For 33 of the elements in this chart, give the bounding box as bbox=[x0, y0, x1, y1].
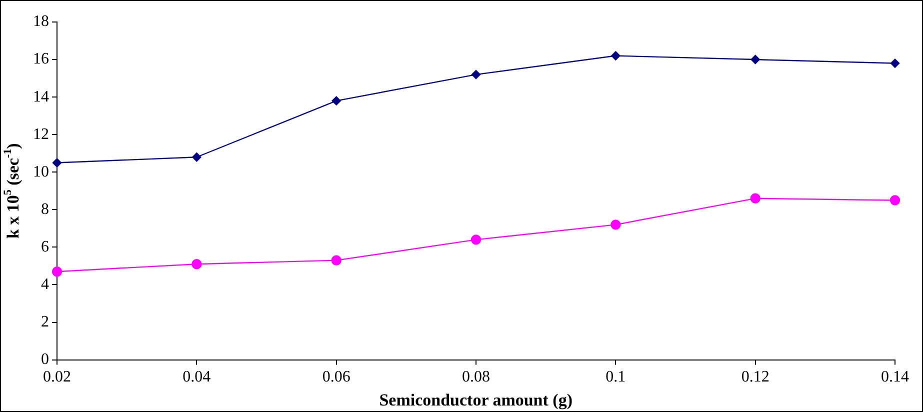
y-tick-label: 0 bbox=[41, 351, 49, 368]
point bbox=[610, 220, 621, 230]
y-tick-label: 18 bbox=[33, 13, 49, 30]
x-tick-label: 0.14 bbox=[881, 368, 909, 386]
point bbox=[192, 258, 202, 270]
y-tick-label: 10 bbox=[33, 163, 49, 180]
point bbox=[471, 70, 481, 80]
y-tick-label: 4 bbox=[41, 276, 49, 293]
point bbox=[332, 96, 341, 106]
x-tick-label: 0.04 bbox=[182, 368, 211, 386]
y-tick-label: 16 bbox=[33, 50, 49, 68]
x-tick-label: 0.08 bbox=[462, 368, 490, 386]
point bbox=[52, 266, 62, 277]
y-tick-label: 2 bbox=[41, 313, 49, 330]
point bbox=[750, 54, 760, 64]
y-tick-label: 14 bbox=[33, 88, 49, 106]
x-axis-title: Semiconductor amount (g) bbox=[379, 390, 572, 410]
y-tick-label: 8 bbox=[41, 200, 49, 218]
x-tick-label: 0.1 bbox=[606, 368, 626, 386]
point bbox=[331, 255, 342, 266]
point bbox=[890, 58, 900, 68]
point bbox=[192, 152, 202, 162]
point bbox=[611, 51, 620, 60]
y-tick-label: 6 bbox=[41, 238, 49, 256]
point bbox=[52, 158, 62, 168]
y-tick-label: 12 bbox=[33, 126, 49, 143]
x-tick-label: 0.12 bbox=[741, 368, 770, 386]
point bbox=[470, 234, 482, 245]
point bbox=[750, 193, 760, 204]
x-tick-label: 0.02 bbox=[43, 368, 71, 386]
y-axis-title: k x 105 (sec-1) bbox=[2, 143, 22, 239]
x-tick-label: 0.06 bbox=[322, 368, 350, 386]
point bbox=[890, 195, 900, 206]
